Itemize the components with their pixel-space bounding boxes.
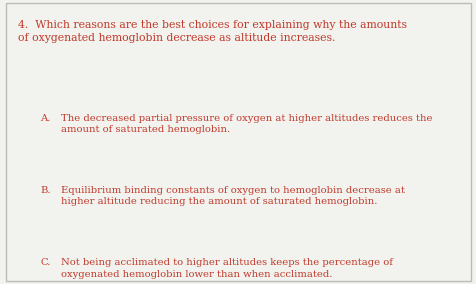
FancyBboxPatch shape <box>6 3 470 281</box>
Text: Equilibrium binding constants of oxygen to hemoglobin decrease at
higher altitud: Equilibrium binding constants of oxygen … <box>61 186 404 206</box>
Text: C.: C. <box>40 258 51 268</box>
Text: Not being acclimated to higher altitudes keeps the percentage of
oxygenated hemo: Not being acclimated to higher altitudes… <box>61 258 392 279</box>
Text: 4.  Which reasons are the best choices for explaining why the amounts
of oxygena: 4. Which reasons are the best choices fo… <box>18 20 407 43</box>
Text: The decreased partial pressure of oxygen at higher altitudes reduces the
amount : The decreased partial pressure of oxygen… <box>61 114 432 134</box>
Text: B.: B. <box>40 186 51 195</box>
Text: A.: A. <box>40 114 51 123</box>
